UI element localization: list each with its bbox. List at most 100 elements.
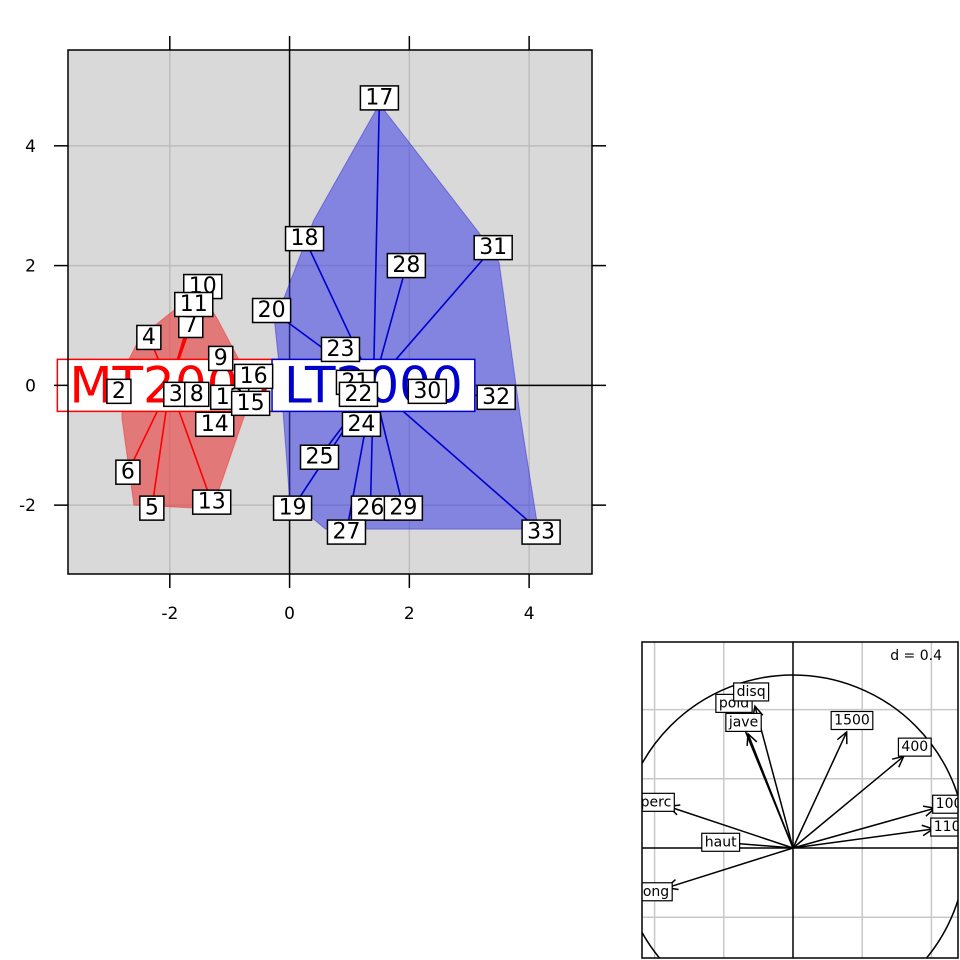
y-tick-label: 2 xyxy=(25,257,36,277)
point-label-16-text: 16 xyxy=(240,364,268,389)
point-label-5-box xyxy=(139,495,165,521)
point-label-8: 8 xyxy=(184,381,210,408)
point-label-29-text: 29 xyxy=(389,496,417,521)
point-label-13: 13 xyxy=(191,489,232,515)
inset-scale-label: d = 0.4 xyxy=(890,648,942,664)
y-tick-label: 0 xyxy=(25,376,36,396)
x-tick-label: 0 xyxy=(284,604,295,624)
point-label-5-text: 5 xyxy=(145,496,159,521)
point-label-3: 3 xyxy=(163,381,189,408)
point-label-23-box xyxy=(320,336,361,363)
point-label-32-box xyxy=(476,384,516,411)
arrow-long xyxy=(666,847,794,889)
point-label-9-box xyxy=(207,345,234,372)
chart-frame xyxy=(67,49,593,575)
point-label-30-text: 30 xyxy=(413,379,441,404)
var-label-disq: disq xyxy=(733,682,770,702)
point-label-26: 26 xyxy=(350,495,391,521)
var-label-perc: perc xyxy=(641,792,675,812)
arrow-jave xyxy=(747,733,794,849)
point-label-23-text: 23 xyxy=(326,337,354,362)
spoke-line xyxy=(372,97,381,386)
point-label-30: 30 xyxy=(407,378,448,405)
inset-frame xyxy=(641,641,959,959)
x-tick-label: -2 xyxy=(161,604,178,624)
point-label-22-text: 22 xyxy=(344,382,372,407)
point-label-14-box xyxy=(194,411,235,438)
point-label-25-text: 25 xyxy=(306,445,334,470)
var-label-box xyxy=(830,710,874,731)
arrowhead-jave xyxy=(746,732,758,746)
point-labels: 2345678910111213141516171819202122232425… xyxy=(106,85,561,545)
var-label-1500: 1500 xyxy=(830,710,874,731)
var-label-box xyxy=(725,712,762,733)
point-label-22: 22 xyxy=(338,381,379,408)
point-label-2-box xyxy=(106,378,132,405)
point-label-3-text: 3 xyxy=(169,382,183,407)
point-label-9: 9 xyxy=(207,345,234,372)
x-tick-label: 4 xyxy=(524,604,535,624)
arrowhead-1500 xyxy=(836,730,848,745)
point-label-33: 33 xyxy=(521,519,561,545)
point-label-29: 29 xyxy=(383,495,424,521)
point-label-15-text: 15 xyxy=(237,391,265,416)
point-label-18-text: 18 xyxy=(291,226,319,251)
point-label-18-box xyxy=(284,225,325,252)
point-label-17: 17 xyxy=(359,85,400,111)
arrow-100 xyxy=(792,807,936,849)
point-label-24-text: 24 xyxy=(347,412,375,437)
var-label-box xyxy=(930,817,958,837)
var-label-100: 100 xyxy=(932,794,960,814)
point-label-19-text: 19 xyxy=(279,496,307,521)
arrow-1500 xyxy=(792,731,848,849)
point-label-27-box xyxy=(326,519,367,545)
point-label-31-text: 31 xyxy=(479,235,507,260)
var-label-text: perc xyxy=(641,794,672,810)
point-label-7: 7 xyxy=(178,312,204,339)
point-label-13-box xyxy=(191,489,232,515)
var-label-text: 400 xyxy=(901,739,928,755)
point-label-26-box xyxy=(350,495,391,521)
inset-panel xyxy=(642,642,958,958)
point-label-17-text: 17 xyxy=(365,85,393,110)
point-label-16: 16 xyxy=(233,363,274,390)
point-label-24: 24 xyxy=(341,411,382,438)
point-label-14-text: 14 xyxy=(201,412,229,437)
var-label-box xyxy=(932,794,958,814)
y-tick-label: 4 xyxy=(25,137,36,157)
point-label-7-text: 7 xyxy=(184,313,198,338)
var-label-400: 400 xyxy=(897,737,932,757)
point-label-13-text: 13 xyxy=(198,490,226,515)
var-label-text: jave xyxy=(728,714,758,730)
point-label-26-text: 26 xyxy=(356,496,384,521)
var-label-text: haut xyxy=(705,834,737,850)
var-label-box xyxy=(897,737,932,757)
point-label-9-text: 9 xyxy=(214,346,228,371)
point-label-19-box xyxy=(272,495,313,521)
point-label-27: 27 xyxy=(326,519,367,545)
point-label-2-text: 2 xyxy=(112,379,126,404)
point-label-4-box xyxy=(136,324,162,351)
var-label-haut: haut xyxy=(701,832,741,852)
point-label-16-box xyxy=(233,363,274,390)
var-label-text: disq xyxy=(737,684,766,700)
point-label-11: 11 xyxy=(174,291,214,318)
var-label-box xyxy=(733,682,770,702)
point-label-28-text: 28 xyxy=(392,253,420,278)
x-tick-label: 2 xyxy=(404,604,415,624)
point-label-24-box xyxy=(341,411,382,438)
point-label-28: 28 xyxy=(386,252,427,279)
point-label-33-box xyxy=(521,519,561,545)
point-label-17-box xyxy=(359,85,400,111)
var-label-box xyxy=(642,882,673,902)
point-label-6: 6 xyxy=(115,459,141,485)
point-label-20-text: 20 xyxy=(258,298,286,323)
point-label-28-box xyxy=(386,252,427,279)
point-label-15: 15 xyxy=(230,390,271,417)
var-label-text: 100 xyxy=(936,796,960,812)
point-label-25: 25 xyxy=(299,444,340,470)
point-label-8-box xyxy=(184,381,210,408)
point-label-31-box xyxy=(473,234,513,261)
point-label-15-box xyxy=(230,390,271,417)
